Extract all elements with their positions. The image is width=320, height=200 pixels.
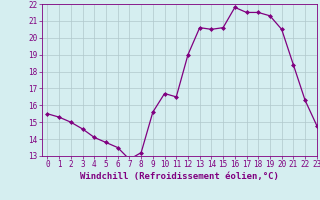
X-axis label: Windchill (Refroidissement éolien,°C): Windchill (Refroidissement éolien,°C) (80, 172, 279, 181)
